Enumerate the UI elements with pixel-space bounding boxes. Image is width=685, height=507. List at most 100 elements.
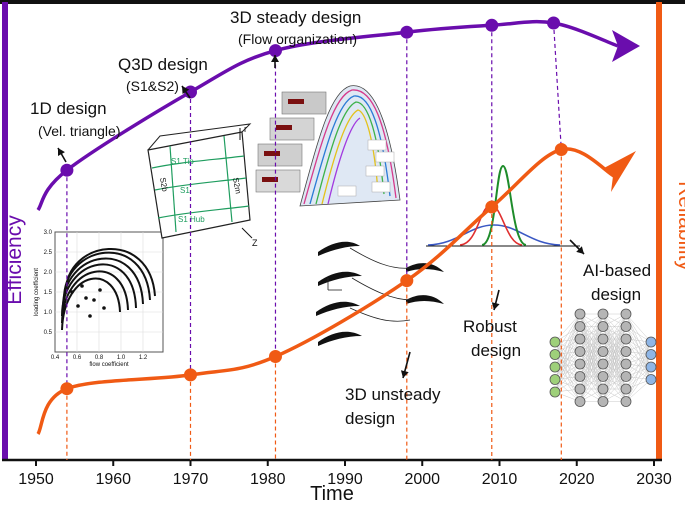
nn-edge xyxy=(579,363,604,402)
nn-node xyxy=(549,386,561,398)
ann-ai-label: AI-based design xyxy=(583,261,651,304)
nn-node xyxy=(620,333,632,345)
inset-s2m-label: S2m xyxy=(231,177,243,195)
ann-ai-line: AI-based xyxy=(583,261,651,280)
nn-node xyxy=(620,321,632,332)
nn-node xyxy=(597,346,609,357)
x-tick-label: 2030 xyxy=(636,471,672,488)
ann-1d-line: 1D design xyxy=(30,99,107,118)
nn-edge xyxy=(579,313,604,352)
nn-node xyxy=(574,346,586,357)
inset-s1-label: S1 xyxy=(180,186,190,195)
nn-edge xyxy=(579,313,604,340)
nn-node xyxy=(620,371,632,382)
efficiency-point xyxy=(547,16,561,30)
ann-robust-arrowhead xyxy=(491,302,500,310)
nn-edge xyxy=(625,341,652,377)
inset-loading-tick-label: 1.5 xyxy=(44,290,53,296)
ann-3dsteady-label: 3D steady design (Flow organization) xyxy=(230,8,361,47)
annotations: 1D design (Vel. triangle) Q3D design (S1&S2… xyxy=(30,8,651,428)
x-axis-label: Time xyxy=(310,483,354,505)
nn-node xyxy=(620,358,632,370)
nn-node xyxy=(597,371,609,382)
inset-loading-axis-label: loading coefficient xyxy=(34,268,40,316)
ann-ai-arrowhead xyxy=(576,246,584,254)
ann-3dunsteady-label: 3D unsteady design xyxy=(345,385,441,428)
nn-node xyxy=(549,349,561,360)
inset-loading-tick-label: 1.0 xyxy=(44,310,53,316)
ann-robust-label: Robust design xyxy=(463,317,521,360)
nn-node xyxy=(574,333,586,345)
efficiency-arrowhead xyxy=(612,30,640,62)
efficiency-curve xyxy=(36,19,619,212)
nn-edge xyxy=(579,376,604,402)
nn-node xyxy=(574,308,586,320)
inset-flow-ticks: 0.4 0.6 0.8 1.0 1.2 xyxy=(51,355,148,361)
nn-edge xyxy=(554,313,581,368)
nn-edge xyxy=(625,354,652,402)
reliability-point xyxy=(184,368,197,382)
reliability-point xyxy=(400,274,414,288)
efficiency-point xyxy=(60,163,74,177)
inset-loading-tick-label: 2.0 xyxy=(44,270,53,276)
nn-edge xyxy=(579,313,604,365)
nn-node xyxy=(574,371,586,382)
inset-s1-hub-label: S1 Hub xyxy=(178,215,205,224)
nn-node xyxy=(620,396,632,407)
nn-edge xyxy=(625,379,652,402)
nn-node xyxy=(597,383,609,395)
x-tick-label: 1990 xyxy=(327,471,363,488)
nn-node xyxy=(597,358,609,370)
left-axis-bar xyxy=(2,2,8,461)
nn-edge xyxy=(579,351,604,402)
reliability-point xyxy=(268,350,282,363)
right-axis-bar xyxy=(656,2,662,461)
reliability-point xyxy=(60,382,74,396)
nn-edge xyxy=(625,313,652,343)
nn-node xyxy=(574,396,586,407)
inset-unsteady-blades xyxy=(316,241,444,346)
nn-node xyxy=(620,308,632,320)
nn-edge xyxy=(602,313,627,352)
inset-flow-tick-label: 1.0 xyxy=(117,355,126,361)
nn-edge xyxy=(554,313,581,343)
nn-node xyxy=(549,361,561,373)
nn-node xyxy=(645,336,657,348)
nn-node xyxy=(645,349,657,360)
inset-loading-tick-label: 2.5 xyxy=(44,250,53,256)
nn-node xyxy=(574,383,586,395)
top-border xyxy=(0,0,685,4)
reliability-arrowhead xyxy=(604,151,636,192)
x-tick-label: 1960 xyxy=(95,471,131,488)
inset-flow-tick-label: 0.4 xyxy=(51,355,60,361)
efficiency-point xyxy=(485,18,499,32)
ann-1d-label: 1D design (Vel. triangle) xyxy=(30,99,120,139)
nn-edge xyxy=(554,338,581,393)
inset-s2b-label: S2b xyxy=(158,177,169,193)
ann-q3d-label: Q3D design (S1&S2) xyxy=(118,55,208,94)
ann-1d-line: (Vel. triangle) xyxy=(38,123,120,139)
inset-flow-tick-label: 0.6 xyxy=(73,355,82,361)
inset-s1-tip-label: S1 Tip xyxy=(171,157,194,166)
x-tick-label: 1980 xyxy=(250,471,286,488)
nn-edge xyxy=(602,351,627,402)
x-tick-label: 2000 xyxy=(404,471,440,488)
nn-edge xyxy=(554,363,581,393)
inset-loading-tick-label: 0.5 xyxy=(44,330,53,336)
inset-z-axis-label: Z xyxy=(252,238,258,248)
inset-s1-s2-surfaces: S1 Tip S1 S1 Hub S2b S2m r Z xyxy=(147,123,258,248)
ann-1d-arrowhead xyxy=(58,148,65,157)
nn-edge xyxy=(602,313,627,365)
y-axis-label-left: Efficiency xyxy=(3,215,26,305)
inset-flow-tick-label: 0.8 xyxy=(95,355,104,361)
ann-3dsteady-arrowhead xyxy=(271,55,279,62)
ann-robust-line: Robust xyxy=(463,317,517,336)
inset-loading-ticks: 0.5 1.0 1.5 2.0 2.5 3.0 xyxy=(44,230,53,336)
nn-edge xyxy=(625,341,652,390)
nn-edge xyxy=(602,313,627,340)
nn-node xyxy=(620,383,632,395)
nn-node xyxy=(597,396,609,407)
nn-edge xyxy=(554,313,581,355)
nn-node xyxy=(549,374,561,385)
efficiency-drop-line xyxy=(552,22,562,150)
